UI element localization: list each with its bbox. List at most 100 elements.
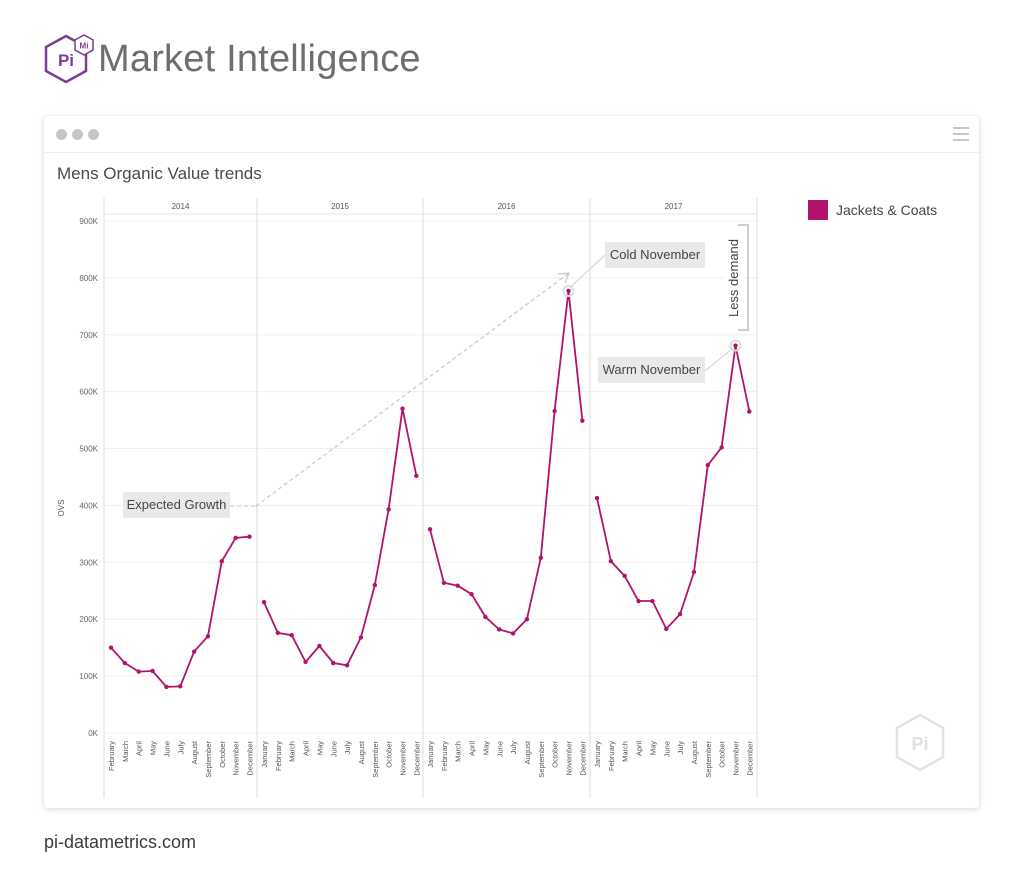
data-point[interactable]	[580, 418, 585, 423]
data-point[interactable]	[510, 631, 516, 636]
data-point[interactable]	[247, 534, 252, 539]
data-point[interactable]	[524, 617, 530, 622]
data-point[interactable]	[427, 527, 433, 532]
data-point[interactable]	[455, 583, 460, 588]
app-title: Market Intelligence	[98, 37, 421, 80]
y-tick-label: 100K	[79, 672, 98, 681]
data-point[interactable]	[275, 630, 281, 636]
data-point[interactable]	[386, 507, 391, 512]
data-point[interactable]	[414, 473, 419, 479]
data-point[interactable]	[469, 591, 474, 597]
series-line	[429, 290, 584, 635]
x-tick-label: February	[440, 741, 449, 771]
data-point[interactable]	[108, 645, 114, 650]
x-tick-label: May	[315, 741, 324, 755]
x-tick-label: August	[357, 740, 366, 764]
data-point[interactable]	[594, 495, 600, 501]
annotation-box	[598, 357, 705, 383]
expected-growth-arrow	[255, 272, 570, 507]
data-point[interactable]	[566, 288, 571, 294]
y-tick-label: 800K	[79, 274, 98, 283]
x-tick-label: April	[635, 741, 644, 756]
footer-url[interactable]: pi-datametrics.com	[44, 832, 197, 852]
data-point[interactable]	[233, 535, 238, 541]
y-tick-label: 500K	[79, 445, 98, 454]
data-point[interactable]	[344, 663, 350, 668]
x-tick-label: February	[274, 741, 283, 771]
data-point[interactable]	[205, 634, 211, 639]
data-point[interactable]	[261, 599, 267, 605]
panel-year-label: 2014	[172, 202, 190, 211]
window-dot-icon[interactable]	[88, 129, 99, 140]
x-tick-label: August	[690, 740, 699, 764]
data-point[interactable]	[219, 558, 224, 564]
data-point[interactable]	[150, 668, 155, 674]
data-point[interactable]	[691, 569, 697, 575]
data-point[interactable]	[622, 573, 627, 579]
data-point[interactable]	[677, 611, 683, 617]
annotation-box	[724, 226, 744, 316]
chart-legend[interactable]: Jackets & Coats	[808, 200, 937, 220]
series-line	[110, 535, 250, 688]
data-point[interactable]	[400, 406, 405, 411]
data-point[interactable]	[538, 555, 543, 560]
data-point[interactable]	[497, 627, 502, 632]
data-point[interactable]	[178, 684, 183, 689]
x-tick-label: June	[329, 741, 338, 757]
window-controls	[56, 129, 99, 140]
data-point[interactable]	[303, 659, 308, 665]
x-tick-label: November	[565, 741, 574, 776]
data-point[interactable]	[664, 626, 669, 632]
y-tick-label: 300K	[79, 558, 98, 567]
x-tick-label: December	[745, 741, 754, 776]
data-point[interactable]	[650, 598, 655, 604]
data-point[interactable]	[191, 649, 197, 654]
window-dot-icon[interactable]	[72, 129, 83, 140]
hamburger-menu-icon[interactable]	[953, 127, 969, 141]
y-tick-label: 200K	[79, 615, 98, 624]
x-tick-label: October	[551, 741, 560, 768]
data-point[interactable]	[552, 408, 557, 414]
x-tick-label: September	[204, 740, 213, 777]
less-demand-bracket	[738, 224, 749, 331]
x-tick-label: March	[288, 741, 297, 762]
x-tick-label: March	[454, 741, 463, 762]
data-point[interactable]	[483, 614, 488, 620]
x-tick-label: September	[704, 740, 713, 777]
window-dot-icon[interactable]	[56, 129, 67, 140]
data-point[interactable]	[331, 660, 336, 666]
y-tick-label: 900K	[79, 217, 98, 226]
x-tick-label: June	[662, 741, 671, 757]
x-tick-label: January	[593, 741, 602, 768]
window-titlebar	[44, 116, 979, 153]
panel-year-label: 2017	[665, 202, 683, 211]
x-tick-label: September	[537, 740, 546, 777]
x-tick-label: February	[107, 741, 116, 771]
data-point[interactable]	[136, 669, 141, 674]
logo-badge: Mi	[80, 42, 89, 51]
data-point[interactable]	[358, 635, 364, 640]
data-point[interactable]	[372, 582, 377, 588]
pi-watermark-icon: Pi	[895, 713, 945, 772]
x-tick-label: January	[260, 741, 269, 768]
data-point[interactable]	[705, 462, 710, 468]
data-point[interactable]	[636, 598, 641, 604]
highlight-ring	[562, 284, 575, 297]
x-tick-label: October	[385, 741, 394, 768]
data-point[interactable]	[164, 684, 169, 690]
data-point[interactable]	[122, 660, 128, 666]
logo-label: Pi	[58, 51, 74, 70]
data-point[interactable]	[608, 558, 614, 564]
data-point[interactable]	[719, 445, 724, 450]
data-point[interactable]	[289, 632, 294, 638]
data-point[interactable]	[317, 643, 322, 649]
annotation-cold-november: Cold November	[610, 247, 701, 262]
x-tick-label: November	[399, 741, 408, 776]
x-tick-label: November	[232, 741, 241, 776]
data-point[interactable]	[733, 343, 738, 348]
panel-year-label: 2015	[331, 202, 349, 211]
data-point[interactable]	[747, 409, 752, 414]
data-point[interactable]	[441, 580, 447, 586]
panel-year-label: 2016	[498, 202, 516, 211]
x-tick-label: December	[578, 741, 587, 776]
